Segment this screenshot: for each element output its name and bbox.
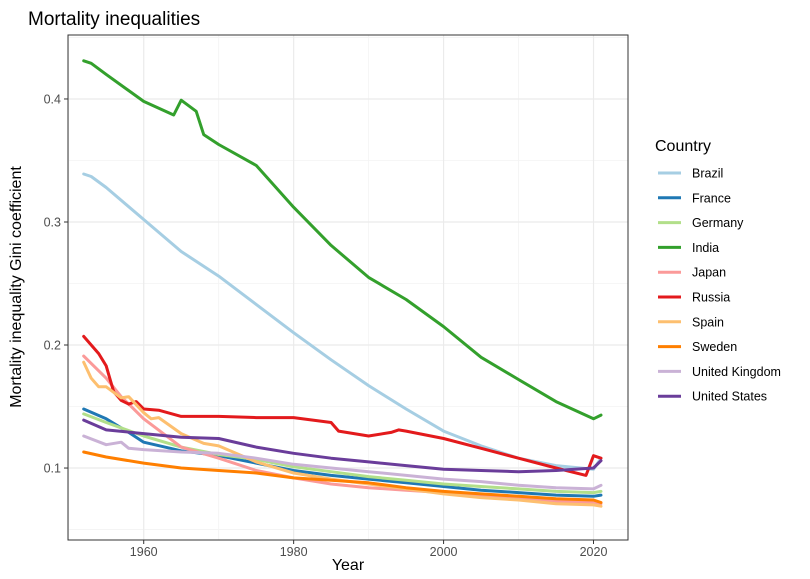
legend-label: United States	[692, 390, 767, 404]
y-axis-label: Mortality inequality Gini coefficient	[8, 166, 25, 408]
series-line-japan	[82, 354, 603, 506]
series-line-india	[82, 59, 603, 421]
legend-label: United Kingdom	[692, 365, 781, 379]
series-lines	[82, 59, 603, 508]
x-tick-label: 1960	[130, 545, 158, 559]
legend-label: Brazil	[692, 167, 723, 181]
legend-label: Sweden	[692, 340, 737, 354]
y-tick-label: 0.1	[44, 462, 61, 476]
y-tick-label: 0.4	[44, 92, 61, 106]
series-line-united-states	[82, 418, 603, 474]
panel-border	[67, 34, 629, 541]
series-line-france	[82, 407, 603, 498]
series-line-germany	[82, 412, 603, 495]
x-tick-label: 2020	[580, 545, 608, 559]
x-axis-label: Year	[332, 557, 365, 574]
legend: Country Brazil France Germany India Japan Rus…	[655, 138, 781, 404]
series-line-russia	[82, 334, 603, 477]
y-tick-label: 0.3	[44, 215, 61, 229]
series-line-sweden	[82, 450, 603, 504]
chart-title: Mortality inequalities	[28, 9, 200, 30]
legend-label: India	[692, 241, 719, 255]
legend-label: Germany	[692, 216, 744, 230]
axis-ticks: 1960 1980 2000 2020 0.1 0.2 0.3 0.4	[44, 92, 608, 559]
legend-label: Russia	[692, 291, 730, 305]
series-line-spain	[82, 360, 603, 508]
series-line-brazil	[82, 172, 603, 471]
legend-label: France	[692, 191, 731, 205]
legend-label: Spain	[692, 315, 724, 329]
series-line-united-kingdom	[82, 434, 603, 491]
x-tick-label: 1980	[280, 545, 308, 559]
legend-title: Country	[655, 138, 711, 155]
legend-label: Japan	[692, 266, 726, 280]
x-tick-label: 2000	[430, 545, 458, 559]
y-tick-label: 0.2	[44, 339, 61, 353]
